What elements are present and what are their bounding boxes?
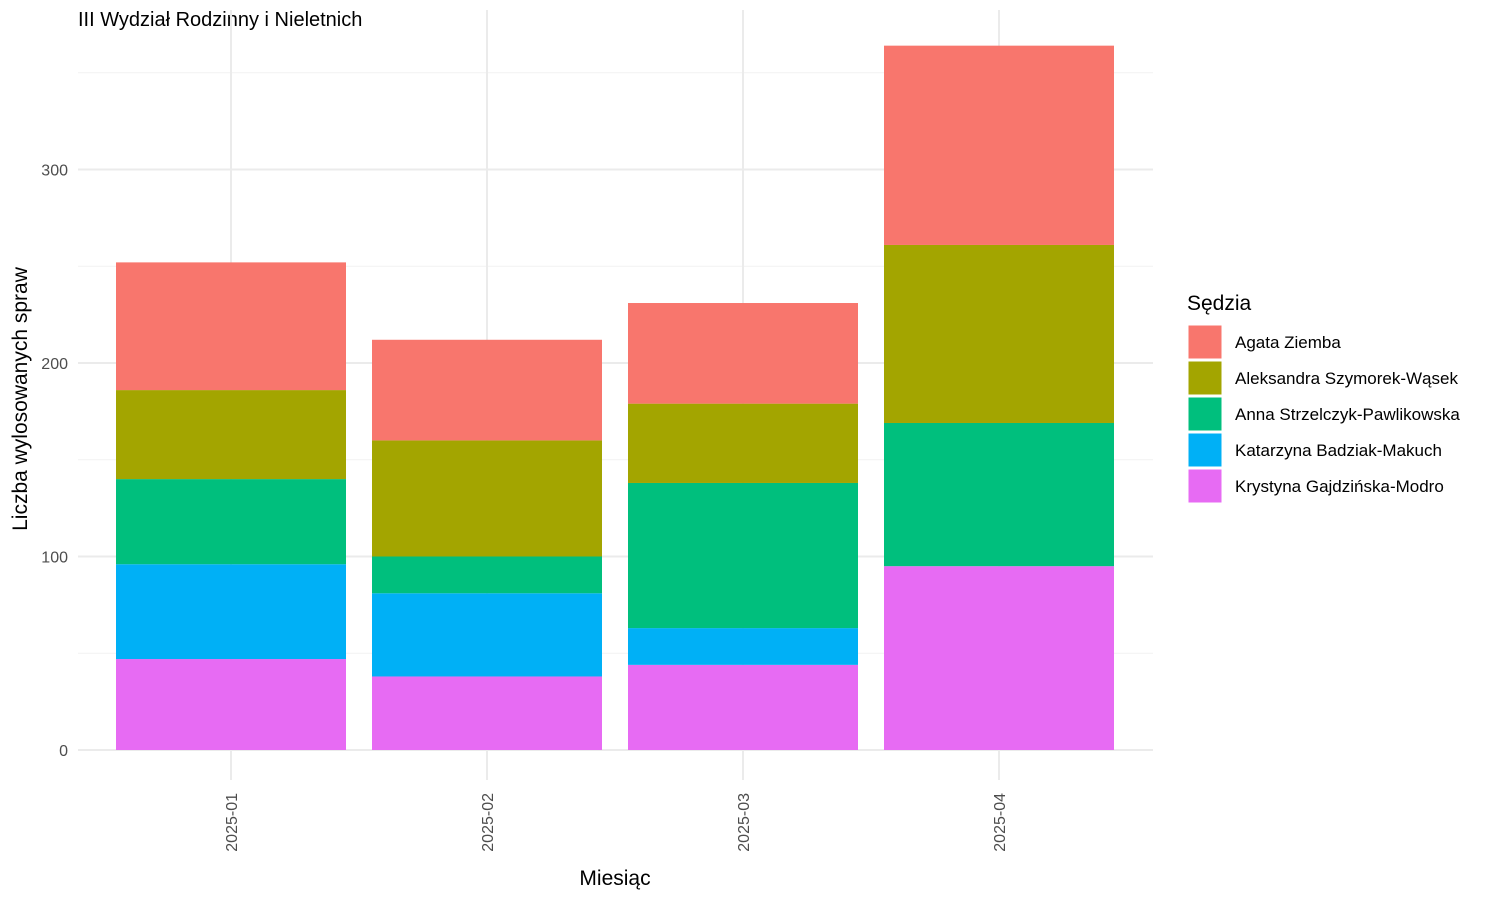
legend-title: Sędzia [1187, 292, 1252, 315]
y-tick-label: 200 [41, 356, 68, 373]
x-tick-label: 2025-04 [992, 793, 1009, 852]
x-axis-ticks: 2025-01 2025-02 2025-03 2025-04 [224, 793, 1009, 852]
y-axis-ticks: 0 100 200 300 [41, 163, 68, 761]
bar-segment [884, 244, 1114, 423]
bar-segment [372, 676, 602, 750]
y-tick-label: 100 [41, 550, 68, 567]
legend-swatch [1187, 324, 1223, 360]
bar-segment [116, 390, 346, 480]
x-tick-label: 2025-03 [736, 793, 753, 852]
chart-title: III Wydział Rodzinny i Nieletnich [78, 9, 362, 31]
x-tick-label: 2025-01 [224, 793, 241, 852]
bar-segment [372, 440, 602, 557]
bar-segment [884, 422, 1114, 567]
legend-swatch [1187, 360, 1223, 396]
y-tick-label: 300 [41, 163, 68, 180]
legend-label: Aleksandra Szymorek-Wąsek [1235, 369, 1458, 388]
legend-label: Katarzyna Badziak-Makuch [1235, 441, 1442, 460]
legend-label: Agata Ziemba [1235, 333, 1341, 352]
legend-swatch [1187, 432, 1223, 468]
x-axis-title: Miesiąc [579, 867, 650, 890]
bar-segment [884, 45, 1114, 245]
bar-segment [372, 339, 602, 441]
bars [116, 45, 1114, 750]
bar-segment [116, 262, 346, 391]
bar-segment [628, 628, 858, 665]
x-tick-label: 2025-02 [480, 793, 497, 852]
legend-label: Anna Strzelczyk-Pawlikowska [1235, 405, 1460, 424]
bar-segment [628, 482, 858, 629]
y-axis-title: Liczba wylosowanych spraw [9, 266, 32, 531]
bar-segment [116, 659, 346, 750]
bar-segment [884, 566, 1114, 750]
bar-segment [372, 556, 602, 594]
legend-label: Krystyna Gajdzińska-Modro [1235, 477, 1444, 496]
legend-swatch [1187, 396, 1223, 432]
legend-swatch [1187, 468, 1223, 504]
bar-segment [116, 564, 346, 660]
bar-segment [628, 303, 858, 404]
bar-segment [628, 403, 858, 483]
bar-segment [116, 479, 346, 565]
bar-segment [372, 593, 602, 677]
bar-segment [628, 664, 858, 750]
y-tick-label: 0 [59, 743, 68, 760]
legend: Sędzia Agata Ziemba Aleksandra Szymorek-W… [1187, 292, 1460, 504]
